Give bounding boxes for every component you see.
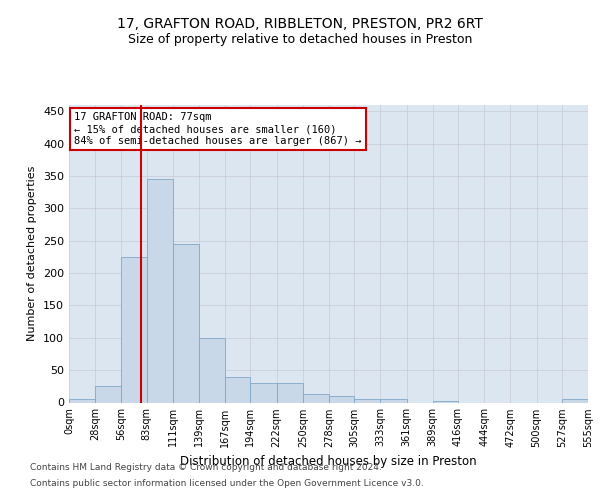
Bar: [146, 180, 173, 402]
Bar: [199, 338, 225, 402]
Bar: [173, 244, 199, 402]
Bar: [562, 400, 588, 402]
Bar: [225, 376, 250, 402]
Y-axis label: Number of detached properties: Number of detached properties: [28, 166, 37, 342]
Bar: [303, 394, 329, 402]
Bar: [95, 386, 121, 402]
Bar: [250, 383, 277, 402]
Bar: [433, 400, 458, 402]
Text: 17, GRAFTON ROAD, RIBBLETON, PRESTON, PR2 6RT: 17, GRAFTON ROAD, RIBBLETON, PRESTON, PR…: [117, 18, 483, 32]
Bar: [121, 257, 146, 402]
Text: Size of property relative to detached houses in Preston: Size of property relative to detached ho…: [128, 32, 472, 46]
Bar: [277, 383, 303, 402]
Text: Contains HM Land Registry data © Crown copyright and database right 2024.: Contains HM Land Registry data © Crown c…: [30, 464, 382, 472]
X-axis label: Distribution of detached houses by size in Preston: Distribution of detached houses by size …: [180, 455, 477, 468]
Bar: [354, 400, 380, 402]
Bar: [329, 396, 354, 402]
Text: 17 GRAFTON ROAD: 77sqm
← 15% of detached houses are smaller (160)
84% of semi-de: 17 GRAFTON ROAD: 77sqm ← 15% of detached…: [74, 112, 362, 146]
Bar: [380, 400, 407, 402]
Bar: [69, 400, 95, 402]
Text: Contains public sector information licensed under the Open Government Licence v3: Contains public sector information licen…: [30, 478, 424, 488]
